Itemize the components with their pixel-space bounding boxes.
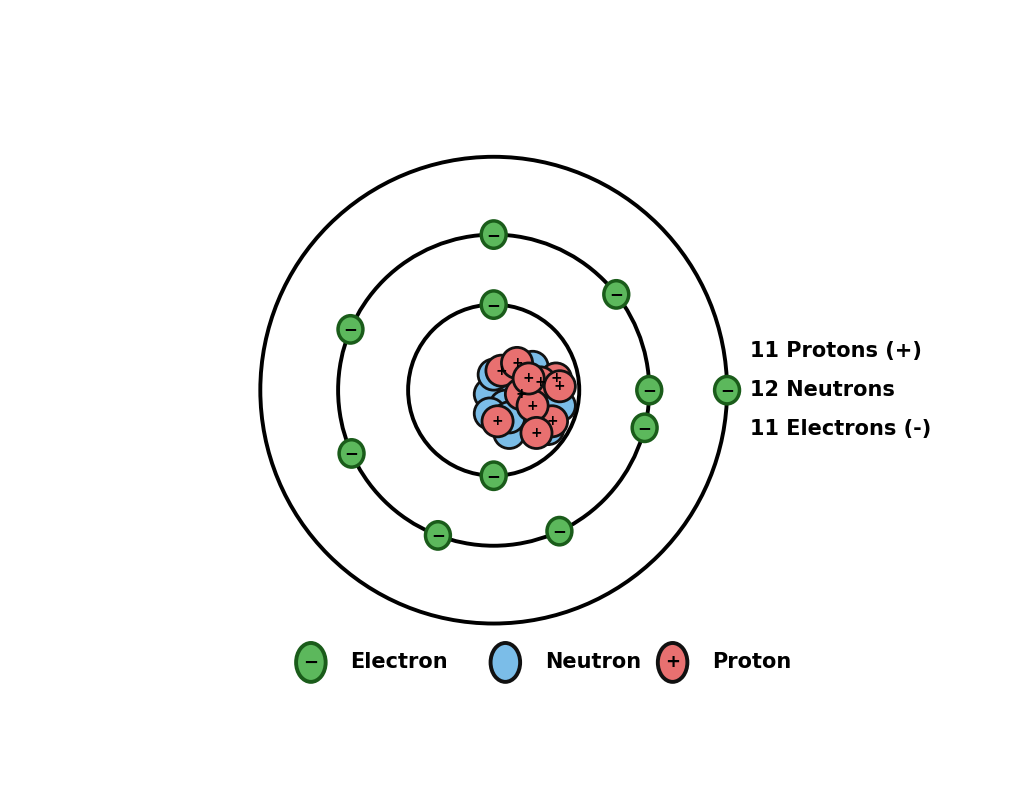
Text: −: −: [486, 296, 501, 314]
Text: +: +: [511, 356, 523, 370]
Ellipse shape: [296, 643, 326, 682]
Circle shape: [474, 398, 506, 429]
Circle shape: [524, 367, 556, 398]
Ellipse shape: [632, 414, 657, 441]
Circle shape: [494, 418, 524, 448]
Text: 12 Neutrons: 12 Neutrons: [751, 380, 895, 400]
Text: 11 Protons (+): 11 Protons (+): [751, 341, 923, 361]
Circle shape: [498, 367, 528, 398]
Ellipse shape: [715, 377, 739, 404]
Text: −: −: [343, 321, 357, 338]
Ellipse shape: [426, 522, 451, 549]
Circle shape: [474, 378, 506, 410]
Ellipse shape: [338, 316, 362, 343]
Text: −: −: [720, 381, 734, 400]
Text: +: +: [535, 375, 546, 389]
Circle shape: [509, 406, 541, 437]
Circle shape: [506, 378, 537, 410]
Text: +: +: [523, 371, 535, 385]
Circle shape: [517, 351, 548, 382]
Text: +: +: [666, 653, 680, 671]
Ellipse shape: [657, 643, 687, 682]
Circle shape: [521, 418, 552, 448]
Circle shape: [532, 378, 563, 410]
Text: 11 Electrons (-): 11 Electrons (-): [751, 419, 932, 439]
Text: −: −: [431, 526, 444, 545]
Ellipse shape: [637, 377, 662, 404]
Ellipse shape: [547, 518, 571, 545]
Circle shape: [537, 406, 567, 437]
Circle shape: [532, 414, 563, 444]
Text: Electron: Electron: [350, 652, 447, 672]
Circle shape: [513, 363, 544, 394]
Text: −: −: [345, 444, 358, 463]
Text: −: −: [609, 285, 624, 303]
Text: −: −: [486, 225, 501, 243]
Text: +: +: [554, 379, 565, 393]
Ellipse shape: [481, 462, 506, 489]
Text: −: −: [486, 466, 501, 485]
Text: +: +: [496, 364, 507, 377]
Circle shape: [489, 390, 521, 422]
Circle shape: [544, 370, 575, 402]
Text: −: −: [642, 381, 656, 400]
Text: +: +: [515, 387, 526, 401]
Circle shape: [482, 406, 513, 437]
Ellipse shape: [604, 281, 629, 308]
Ellipse shape: [339, 440, 364, 467]
Circle shape: [502, 348, 532, 378]
Text: −: −: [553, 522, 566, 540]
Text: Proton: Proton: [712, 652, 792, 672]
Text: −: −: [638, 418, 651, 437]
Circle shape: [478, 359, 509, 390]
Circle shape: [494, 402, 524, 433]
Circle shape: [541, 363, 571, 394]
Text: +: +: [492, 414, 504, 428]
Text: +: +: [550, 371, 562, 385]
Text: +: +: [526, 399, 539, 413]
Text: +: +: [530, 426, 543, 440]
Circle shape: [517, 390, 548, 422]
Text: Neutron: Neutron: [545, 652, 641, 672]
Circle shape: [544, 390, 575, 422]
Circle shape: [486, 355, 517, 386]
Text: +: +: [546, 414, 558, 428]
Text: −: −: [303, 653, 318, 671]
Ellipse shape: [481, 221, 506, 248]
Ellipse shape: [481, 291, 506, 318]
Ellipse shape: [490, 643, 520, 682]
